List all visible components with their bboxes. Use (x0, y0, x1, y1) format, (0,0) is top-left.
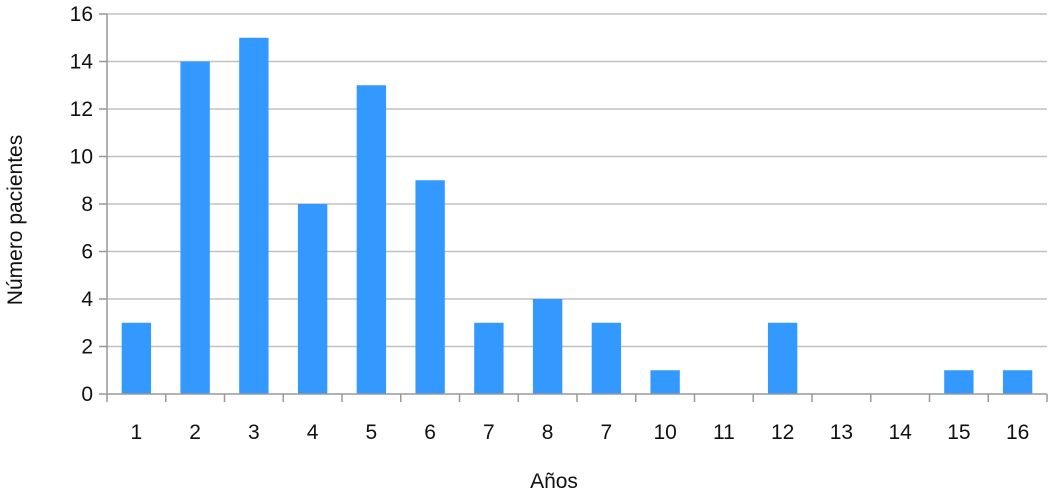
bar (944, 370, 974, 394)
bar (1002, 370, 1033, 394)
y-axis-title: Número pacientes (4, 135, 27, 305)
y-tick-labels: 0 2 4 6 8 10 12 14 16 (70, 3, 94, 406)
x-tick-label: 7 (601, 421, 613, 444)
bar (415, 180, 445, 394)
x-tick-label: 7 (483, 421, 495, 444)
x-tick-label: 1 (131, 421, 143, 444)
x-axis-title: Años (530, 470, 578, 493)
x-tick-label: 3 (248, 421, 260, 444)
y-tick-label: 2 (81, 336, 93, 359)
x-tick-label: 12 (771, 421, 794, 444)
x-tick-label: 4 (307, 421, 319, 444)
bar (121, 322, 152, 394)
bar (180, 61, 210, 394)
x-tick-label: 10 (653, 421, 676, 444)
y-tick-label: 16 (70, 3, 93, 26)
bar (650, 370, 680, 394)
bars (121, 37, 1033, 394)
bar (532, 299, 563, 394)
axes (99, 13, 1048, 402)
y-tick-label: 6 (81, 241, 93, 264)
y-tick-label: 14 (70, 51, 94, 74)
x-tick-labels: 1 2 3 4 5 6 7 8 7 10 11 12 13 14 15 16 (131, 421, 1030, 444)
x-tick-label: 8 (542, 421, 554, 444)
x-tick-label: 2 (189, 421, 201, 444)
bar (591, 322, 622, 394)
x-tick-label: 16 (1006, 421, 1029, 444)
y-tick-label: 8 (81, 193, 93, 216)
bar (239, 37, 269, 394)
x-tick-label: 6 (424, 421, 436, 444)
y-tick-label: 12 (70, 98, 93, 121)
bar (356, 85, 387, 394)
y-tick-label: 0 (81, 383, 93, 406)
bar (474, 322, 504, 394)
y-tick-label: 10 (70, 146, 93, 169)
bar (297, 204, 328, 394)
x-tick-label: 13 (830, 421, 853, 444)
x-tick-label: 14 (888, 421, 912, 444)
bar (767, 322, 798, 394)
x-tick-label: 15 (947, 421, 970, 444)
x-tick-label: 11 (713, 421, 735, 444)
y-tick-label: 4 (81, 288, 93, 311)
x-tick-label: 5 (366, 421, 378, 444)
